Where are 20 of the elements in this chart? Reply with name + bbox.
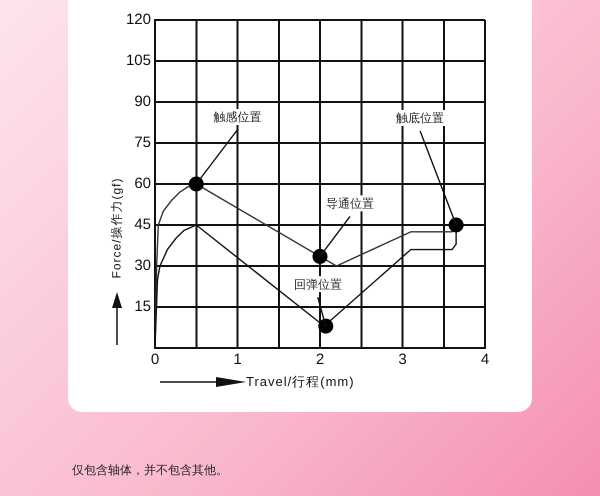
y-tick-label: 15 <box>134 298 151 316</box>
y-axis-title: Force/操作力(gf) <box>108 177 124 279</box>
text: 仅包含轴体，并不包含其他。 <box>72 462 228 479</box>
y-tick-label: 90 <box>134 93 151 110</box>
x-tick-label: 4 <box>480 351 490 368</box>
y-tick-label: 45 <box>134 216 151 234</box>
y-tick-label: 75 <box>134 134 151 152</box>
y-tick-label: 120 <box>126 11 151 28</box>
annotation: 回弹位置 <box>294 277 342 292</box>
y-tick-label: 60 <box>134 175 151 192</box>
y-tick-label: 30 <box>134 257 151 274</box>
x-tick-label: 3 <box>398 351 407 368</box>
annotation: 触感位置 <box>213 110 262 124</box>
x-tick-label: 0 <box>150 351 160 368</box>
x-tick-label: 2 <box>316 351 324 368</box>
x-axis-title: Travel/行程(mm) <box>246 373 355 391</box>
annotation: 导通位置 <box>326 196 374 211</box>
y-tick-label: 105 <box>126 52 151 70</box>
x-tick-label: 1 <box>233 351 242 368</box>
annotation: 触底位置 <box>396 111 444 126</box>
